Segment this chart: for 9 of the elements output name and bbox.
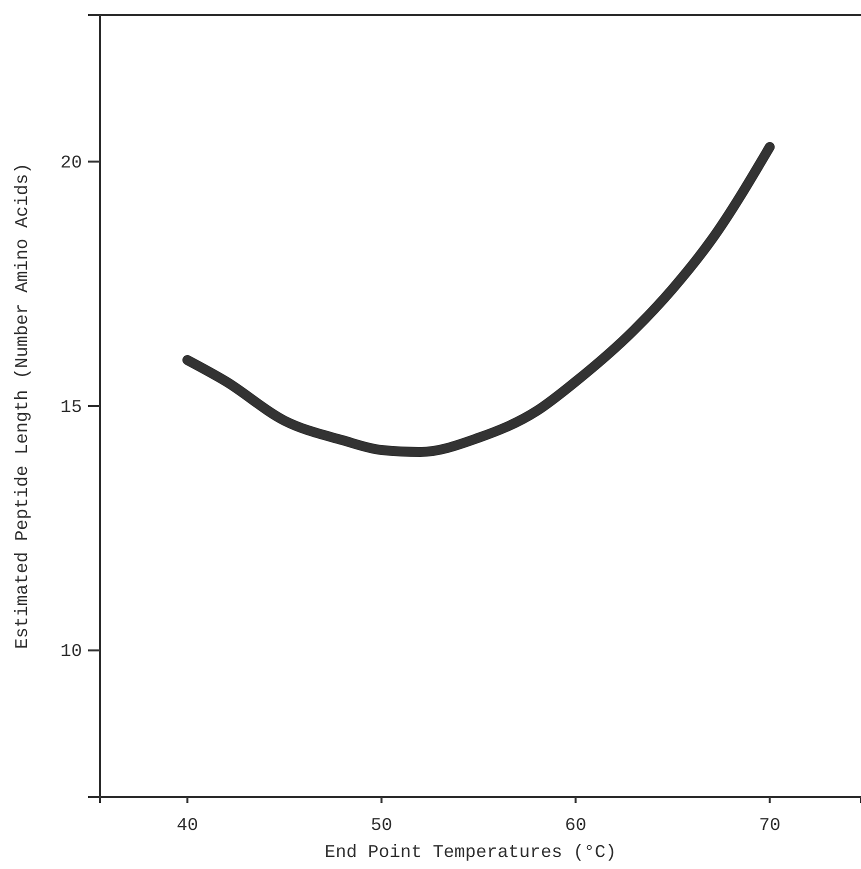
y-axis-title: Estimated Peptide Length (Number Amino Acids) [13,162,33,650]
x-tick-label: 70 [758,816,781,836]
x-tick-label: 60 [564,816,586,836]
y-tick-label: 10 [60,642,82,662]
x-axis-title: End Point Temperatures (°C) [324,843,616,863]
y-tick-label: 15 [60,398,82,418]
y-tick-label: 20 [60,153,82,174]
x-tick-label: 50 [370,816,392,836]
x-tick-label: 40 [176,816,198,836]
